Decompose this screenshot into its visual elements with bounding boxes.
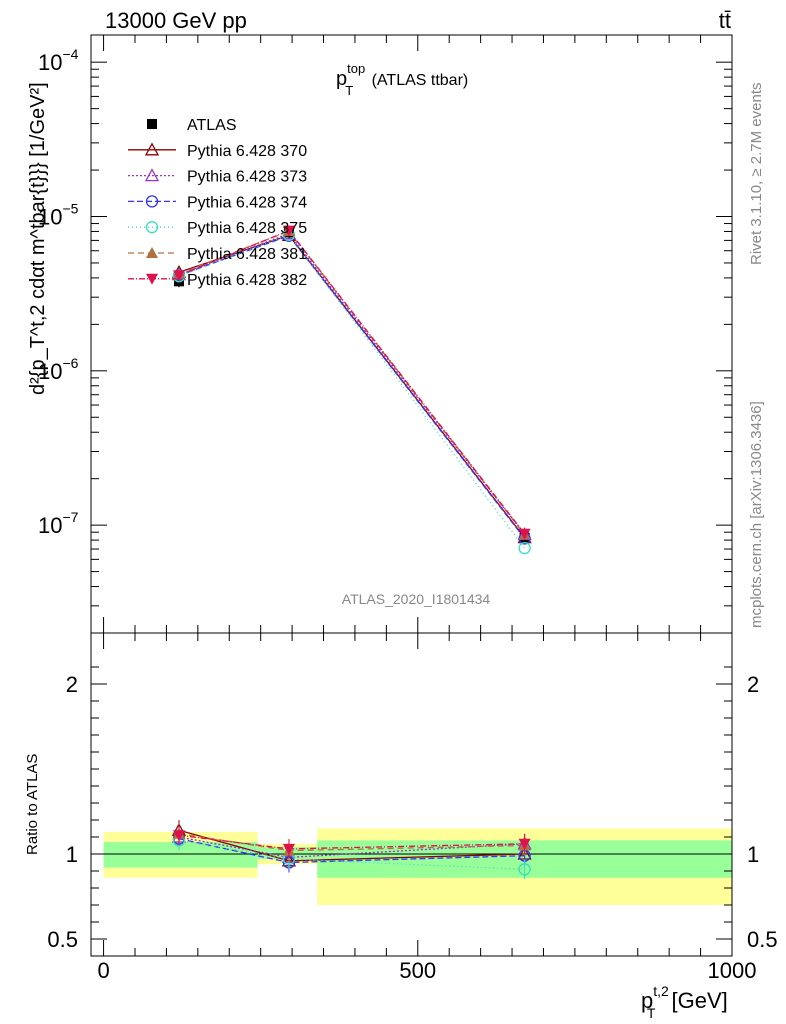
legend-marker-6 — [146, 273, 158, 285]
main-ytick-label-3: 10−4 — [38, 46, 79, 75]
main-marker-s4-p2 — [518, 541, 531, 555]
main-ytick-label-2: 10−5 — [38, 200, 79, 229]
ratio-plot-frame — [90, 632, 733, 957]
legend-marker-4 — [145, 221, 159, 234]
series-lines — [178, 229, 526, 870]
legend: ATLAS Pythia 6.428 370 Pythia 6.428 373 Pyt… — [128, 117, 307, 289]
ytick-exp: −4 — [62, 46, 78, 62]
series-markers — [171, 225, 532, 880]
y-axis-label-main: d²{p_T^t,2 cdαt m^tbar{t}}} [1/GeV²] — [27, 82, 49, 395]
main-marker-s6-p0 — [172, 270, 185, 282]
header-left-text: 13000 GeV pp — [105, 8, 247, 33]
xlabel-sub: T — [647, 1005, 656, 1021]
xtick-label-2: 1000 — [708, 958, 757, 983]
ratio-ytick-label-right-2: 2 — [747, 672, 759, 697]
x-axis-label: pt,2 T [GeV] — [641, 983, 728, 1021]
main-ytick-label-1: 10−6 — [38, 355, 79, 384]
legend-marker-5 — [146, 247, 158, 258]
legend-marker-0 — [147, 119, 157, 129]
ytick-exp: −6 — [62, 355, 78, 371]
main-marker-s6-p1 — [282, 225, 295, 237]
title-main: p — [336, 68, 347, 90]
legend-label-3: Pythia 6.428 374 — [187, 194, 307, 211]
plot-title: ptop T (ATLAS ttbar) — [336, 61, 468, 98]
legend-label-4: Pythia 6.428 375 — [187, 220, 307, 237]
legend-marker-2 — [144, 168, 160, 182]
xtick-label-0: 0 — [97, 958, 109, 983]
xtick-label-1: 500 — [399, 958, 436, 983]
ytick-exp: −5 — [62, 200, 78, 216]
ratio-ytick-label-right-1: 1 — [747, 842, 759, 867]
rivet-label: Rivet 3.1.10, ≥ 2.7M events — [748, 83, 765, 266]
ratio-marker-s5-p0 — [172, 830, 185, 842]
main-ytick-label-0: 10−7 — [38, 509, 79, 538]
ytick-exp: −7 — [62, 509, 78, 525]
legend-label-5: Pythia 6.428 381 — [187, 246, 307, 263]
ratio-marker-s3-p2 — [518, 863, 531, 876]
ratio-line-series-3 — [178, 839, 525, 870]
ratio-ytick-label-left-2: 2 — [66, 672, 78, 697]
xlabel-main: p — [641, 988, 653, 1013]
xlabel-unit: [GeV] — [665, 988, 727, 1013]
xlabel-sup: t,2 — [653, 983, 669, 999]
ratio-bands — [91, 828, 732, 905]
ytick-base: 10 — [38, 359, 62, 384]
axis-ticks: 10−710−610−510−40.5 0.51 12 20 500 1000 — [38, 35, 778, 983]
legend-label-0: ATLAS — [187, 117, 237, 134]
title-sup: top — [347, 61, 365, 76]
y-axis-label-ratio: Ratio to ATLAS — [24, 754, 41, 855]
analysis-watermark: ATLAS_2020_I1801434 — [342, 591, 491, 607]
ratio-line-series-1 — [178, 836, 525, 859]
legend-label-1: Pythia 6.428 370 — [187, 143, 307, 160]
ratio-marker-s5-p1 — [282, 843, 295, 855]
ratio-ytick-label-left-0: 0.5 — [47, 927, 78, 952]
legend-label-6: Pythia 6.428 382 — [187, 272, 307, 289]
ratio-marker-s5-p2 — [518, 838, 531, 850]
ratio-ytick-label-left-1: 1 — [66, 842, 78, 867]
legend-marker-1 — [144, 142, 160, 156]
mcplots-label: mcplots.cern.ch [arXiv:1306.3436] — [748, 401, 765, 628]
main-line-series-3 — [178, 235, 526, 539]
header-right-text: tt̄ — [719, 8, 731, 33]
ytick-base: 10 — [38, 50, 62, 75]
main-marker-s6-p2 — [518, 528, 531, 540]
title-rest: (ATLAS ttbar) — [367, 72, 468, 89]
title-sub: T — [345, 83, 353, 98]
ytick-base: 10 — [38, 204, 62, 229]
legend-marker-3 — [145, 195, 159, 208]
legend-label-2: Pythia 6.428 373 — [187, 169, 307, 186]
ytick-base: 10 — [38, 513, 62, 538]
ratio-ytick-label-right-0: 0.5 — [747, 927, 778, 952]
